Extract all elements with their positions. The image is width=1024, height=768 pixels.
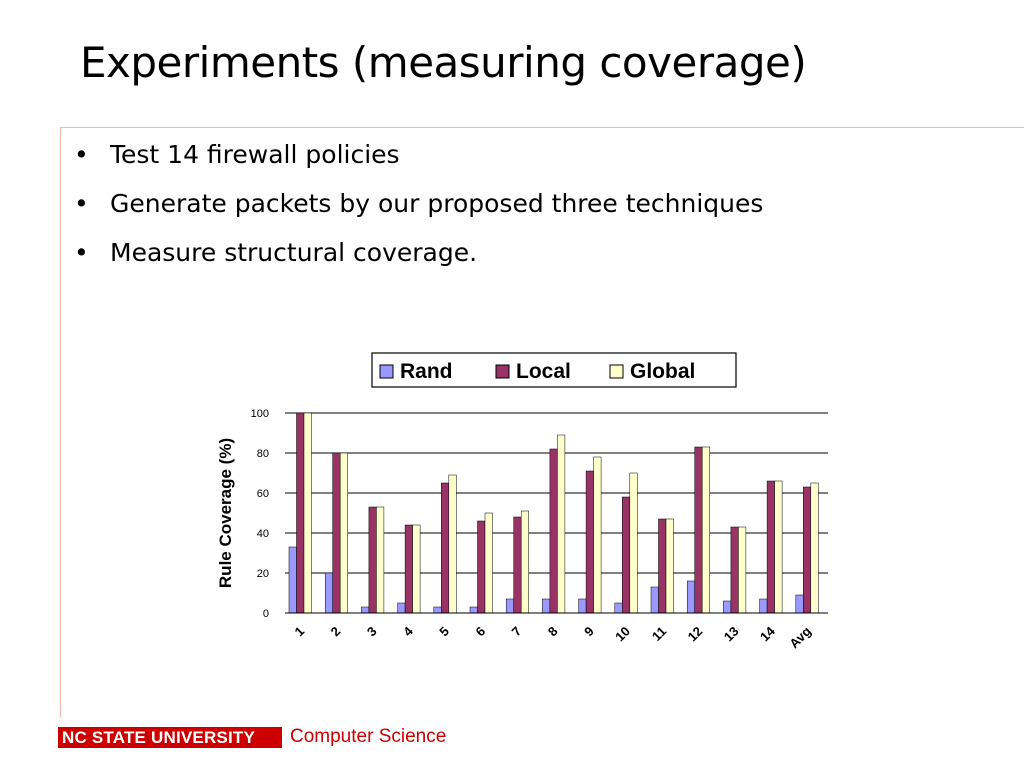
bar-global-12 — [701, 446, 710, 614]
bar-local-13 — [730, 526, 739, 614]
bar-rand-4 — [397, 602, 406, 614]
y-tick-label: 60 — [257, 488, 269, 500]
bar-rand-6 — [469, 606, 478, 614]
bar-rand-8 — [542, 598, 551, 614]
bullet-text: Measure structural coverage. — [110, 238, 478, 267]
university-logo: NC STATE UNIVERSITY — [58, 727, 282, 748]
bar-local-1 — [296, 412, 305, 614]
bar-global-10 — [629, 472, 638, 614]
bar-global-2 — [339, 452, 348, 614]
y-tick-label: 20 — [257, 568, 269, 580]
bar-local-11 — [658, 518, 667, 614]
slide-title: Experiments (measuring coverage) — [80, 38, 807, 87]
x-tick-label: 8 — [545, 624, 561, 640]
bar-local-10 — [622, 496, 631, 614]
bar-local-avg — [803, 486, 812, 614]
x-tick-label: 7 — [509, 624, 525, 640]
x-tick-label: Avg — [786, 623, 814, 651]
bar-local-6 — [477, 520, 486, 614]
bar-rand-3 — [361, 606, 370, 614]
x-tick-label: 2 — [328, 624, 344, 640]
x-tick-label: 6 — [472, 624, 488, 640]
legend-swatch-local — [495, 364, 510, 379]
bar-global-5 — [448, 474, 457, 614]
legend-label-local: Local — [516, 360, 571, 383]
bar-global-8 — [557, 434, 566, 614]
bar-rand-7 — [505, 598, 514, 614]
bar-rand-12 — [686, 580, 695, 614]
bar-rand-5 — [433, 606, 442, 614]
bar-global-11 — [665, 518, 674, 614]
x-tick-label: 5 — [436, 624, 452, 640]
legend-swatch-rand — [379, 364, 394, 379]
bar-local-14 — [766, 480, 775, 614]
bullet-text: Generate packets by our proposed three t… — [110, 189, 764, 218]
bar-global-9 — [593, 456, 602, 614]
bar-rand-10 — [614, 602, 623, 614]
bullet-list: • Test 14 firewall policies • Generate p… — [74, 136, 763, 283]
bullet-dot: • — [74, 238, 89, 267]
y-tick-label: 100 — [251, 408, 269, 420]
x-tick-label: 9 — [581, 624, 597, 640]
legend-label-global: Global — [630, 360, 695, 383]
frame-top-rule — [60, 127, 1024, 128]
bar-rand-13 — [723, 600, 732, 614]
bullet-text: Test 14 firewall policies — [110, 140, 400, 169]
y-tick-label: 40 — [257, 528, 269, 540]
bar-local-5 — [441, 482, 450, 614]
x-tick-label: 12 — [685, 624, 706, 645]
bullet-item: • Test 14 firewall policies — [74, 136, 763, 185]
bar-local-2 — [332, 452, 341, 614]
bar-local-7 — [513, 516, 522, 614]
bar-rand-1 — [288, 546, 297, 614]
bar-global-14 — [774, 480, 783, 614]
bullet-dot: • — [74, 189, 89, 218]
legend-swatch-global — [609, 364, 624, 379]
bullet-item: • Generate packets by our proposed three… — [74, 185, 763, 234]
department-name: Computer Science — [290, 726, 447, 747]
bar-global-6 — [484, 512, 493, 614]
x-tick-label: 3 — [364, 624, 380, 640]
bar-rand-14 — [759, 598, 768, 614]
x-tick-label: 13 — [721, 624, 742, 645]
bar-rand-avg — [795, 594, 804, 614]
bar-local-12 — [694, 446, 703, 614]
bar-global-3 — [376, 506, 385, 614]
x-tick-label: 4 — [400, 623, 416, 639]
bar-rand-2 — [324, 572, 333, 614]
bar-global-7 — [520, 510, 529, 614]
bar-global-1 — [303, 412, 312, 614]
bar-global-avg — [810, 482, 819, 614]
bar-local-4 — [404, 524, 413, 614]
bar-local-3 — [368, 506, 377, 614]
frame-left-rule — [60, 127, 61, 717]
bar-global-13 — [738, 526, 747, 614]
y-tick-label: 80 — [257, 448, 269, 460]
y-axis-label: Rule Coverage (%) — [216, 438, 235, 588]
bullet-item: • Measure structural coverage. — [74, 234, 763, 283]
x-tick-label: 1 — [291, 624, 307, 640]
x-tick-label: 11 — [649, 624, 669, 644]
bar-rand-9 — [578, 598, 587, 614]
bar-local-9 — [585, 470, 594, 614]
y-tick-label: 0 — [263, 608, 269, 620]
x-tick-label: 10 — [612, 624, 633, 645]
bullet-dot: • — [74, 140, 89, 169]
legend-label-rand: Rand — [400, 360, 453, 383]
legend-box — [371, 352, 737, 388]
bar-local-8 — [549, 448, 558, 614]
bar-rand-11 — [650, 586, 659, 614]
bar-global-4 — [412, 524, 421, 614]
x-tick-label: 14 — [757, 623, 778, 644]
